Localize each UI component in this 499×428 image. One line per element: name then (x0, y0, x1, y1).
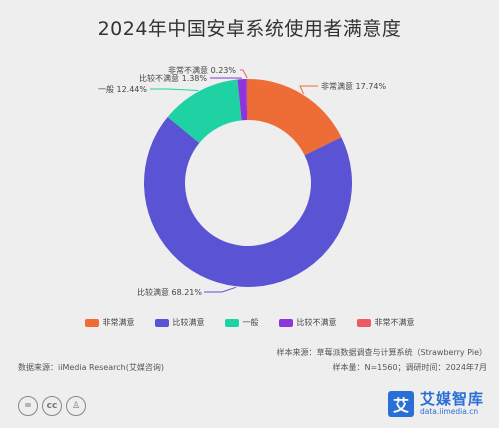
logo-name: 艾媒智库 (420, 390, 485, 409)
slice-label-neutral: 一般 12.44% (98, 84, 147, 94)
legend-label: 非常满意 (102, 318, 135, 327)
leader-line-very-satisfied (299, 85, 318, 95)
leader-line-neutral (150, 88, 199, 91)
legend-label: 一般 (242, 318, 259, 327)
slice-label-very-dissatisfied: 非常不满意 0.23% (168, 65, 236, 75)
sample-source: 样本来源：草莓派数据调查与计算系统（Strawberry Pie） (276, 348, 487, 357)
donut-slice-neutral[interactable] (167, 79, 242, 143)
logo-mark: 艾 (388, 391, 414, 417)
legend-swatch (154, 318, 169, 327)
donut-slice-dissatisfied[interactable] (237, 79, 248, 121)
iimedia-logo: 艾 艾媒智库 data.iimedia.cn (388, 391, 484, 417)
chart-title: 2024年中国安卓系统使用者满意度 (97, 18, 402, 40)
legend-swatch (224, 318, 239, 327)
equals-icon: = (18, 396, 38, 416)
donut-slice-satisfied[interactable] (143, 116, 353, 288)
legend-item-neutral[interactable]: 一般 (224, 317, 259, 328)
slice-label-satisfied: 比较满意 68.21% (137, 287, 202, 297)
legend-label: 比较不满意 (296, 318, 337, 327)
logo-url: data.iimedia.cn (420, 406, 479, 416)
slice-label-dissatisfied: 比较不满意 1.38% (139, 73, 207, 83)
donut-slice-very-satisfied[interactable] (248, 79, 342, 156)
legend-item-very-satisfied[interactable]: 非常满意 (84, 317, 135, 328)
data-source: 数据来源：iiMedia Research(艾媒咨询) (18, 363, 164, 372)
legend-label: 比较满意 (172, 318, 205, 327)
legend-label: 非常不满意 (374, 318, 415, 327)
sample-size: 样本量：N=1560；调研时间：2024年7月 (332, 363, 488, 372)
legend-swatch (84, 318, 99, 327)
license-badges: = cc ♙ (18, 396, 86, 416)
donut-slice-very-dissatisfied[interactable] (246, 79, 248, 121)
legend-swatch (278, 318, 293, 327)
legend-swatch (356, 318, 371, 327)
legend-item-dissatisfied[interactable]: 比较不满意 (278, 317, 337, 328)
donut-chart: 非常满意 17.74% 比较满意 68.21% 一般 12.44%比较不满意 1.3… (98, 65, 386, 297)
leader-line-satisfied (204, 286, 237, 293)
cc-icon: cc (42, 396, 62, 416)
legend-item-satisfied[interactable]: 比较满意 (154, 317, 205, 328)
legend-item-very-dissatisfied[interactable]: 非常不满意 (356, 317, 415, 328)
leader-line-very-dissatisfied (240, 69, 248, 79)
person-icon: ♙ (66, 396, 86, 416)
slice-label-very-satisfied: 非常满意 17.74% (321, 81, 386, 91)
chart-legend: 非常满意 比较满意 一般 比较不满意 非常不满意 (0, 317, 499, 328)
